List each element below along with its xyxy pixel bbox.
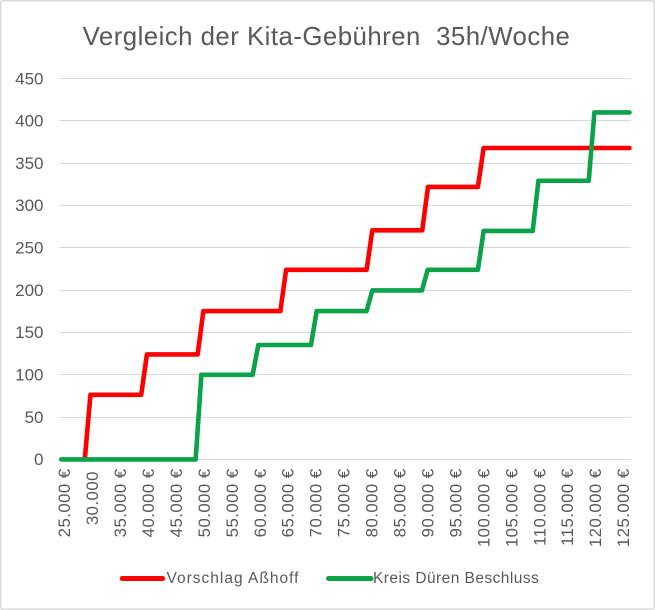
svg-text:0: 0 bbox=[34, 450, 43, 469]
svg-text:Kreis Düren Beschluss: Kreis Düren Beschluss bbox=[373, 570, 539, 587]
svg-text:50: 50 bbox=[25, 408, 44, 427]
svg-text:100: 100 bbox=[15, 366, 43, 385]
svg-text:110.000 €: 110.000 € bbox=[530, 468, 549, 546]
svg-text:350: 350 bbox=[15, 154, 43, 173]
svg-text:45.000 €: 45.000 € bbox=[167, 468, 186, 537]
svg-text:250: 250 bbox=[15, 239, 43, 258]
svg-text:55.000 €: 55.000 € bbox=[223, 468, 242, 537]
svg-text:300: 300 bbox=[15, 196, 43, 215]
svg-text:60.000 €: 60.000 € bbox=[251, 468, 270, 537]
svg-text:65.000 €: 65.000 € bbox=[279, 468, 298, 537]
svg-text:Vergleich der Kita-Gebühren 3: Vergleich der Kita-Gebühren 35h/Woche bbox=[83, 23, 571, 51]
svg-text:400: 400 bbox=[15, 112, 43, 131]
svg-text:75.000 €: 75.000 € bbox=[335, 468, 354, 537]
svg-text:80.000 €: 80.000 € bbox=[363, 468, 382, 537]
svg-text:Vorschlag Aßhoff: Vorschlag Aßhoff bbox=[167, 570, 300, 587]
svg-text:35.000 €: 35.000 € bbox=[111, 468, 130, 537]
svg-text:105.000 €: 105.000 € bbox=[502, 468, 521, 547]
svg-text:125.000 €: 125.000 € bbox=[614, 468, 633, 547]
svg-text:95.000 €: 95.000 € bbox=[446, 468, 465, 537]
svg-text:30.000: 30.000 bbox=[83, 471, 102, 525]
svg-text:100.000 €: 100.000 € bbox=[474, 468, 493, 547]
svg-text:50.000 €: 50.000 € bbox=[195, 468, 214, 537]
svg-text:115.000 €: 115.000 € bbox=[558, 468, 577, 546]
svg-text:120.000 €: 120.000 € bbox=[586, 468, 605, 547]
svg-text:85.000 €: 85.000 € bbox=[391, 468, 410, 537]
svg-text:25.000 €: 25.000 € bbox=[55, 468, 74, 537]
svg-text:450: 450 bbox=[15, 69, 43, 88]
svg-text:90.000 €: 90.000 € bbox=[418, 468, 437, 537]
svg-text:40.000 €: 40.000 € bbox=[139, 468, 158, 537]
svg-text:70.000 €: 70.000 € bbox=[307, 468, 326, 537]
svg-text:150: 150 bbox=[15, 323, 43, 342]
svg-text:200: 200 bbox=[15, 281, 43, 300]
